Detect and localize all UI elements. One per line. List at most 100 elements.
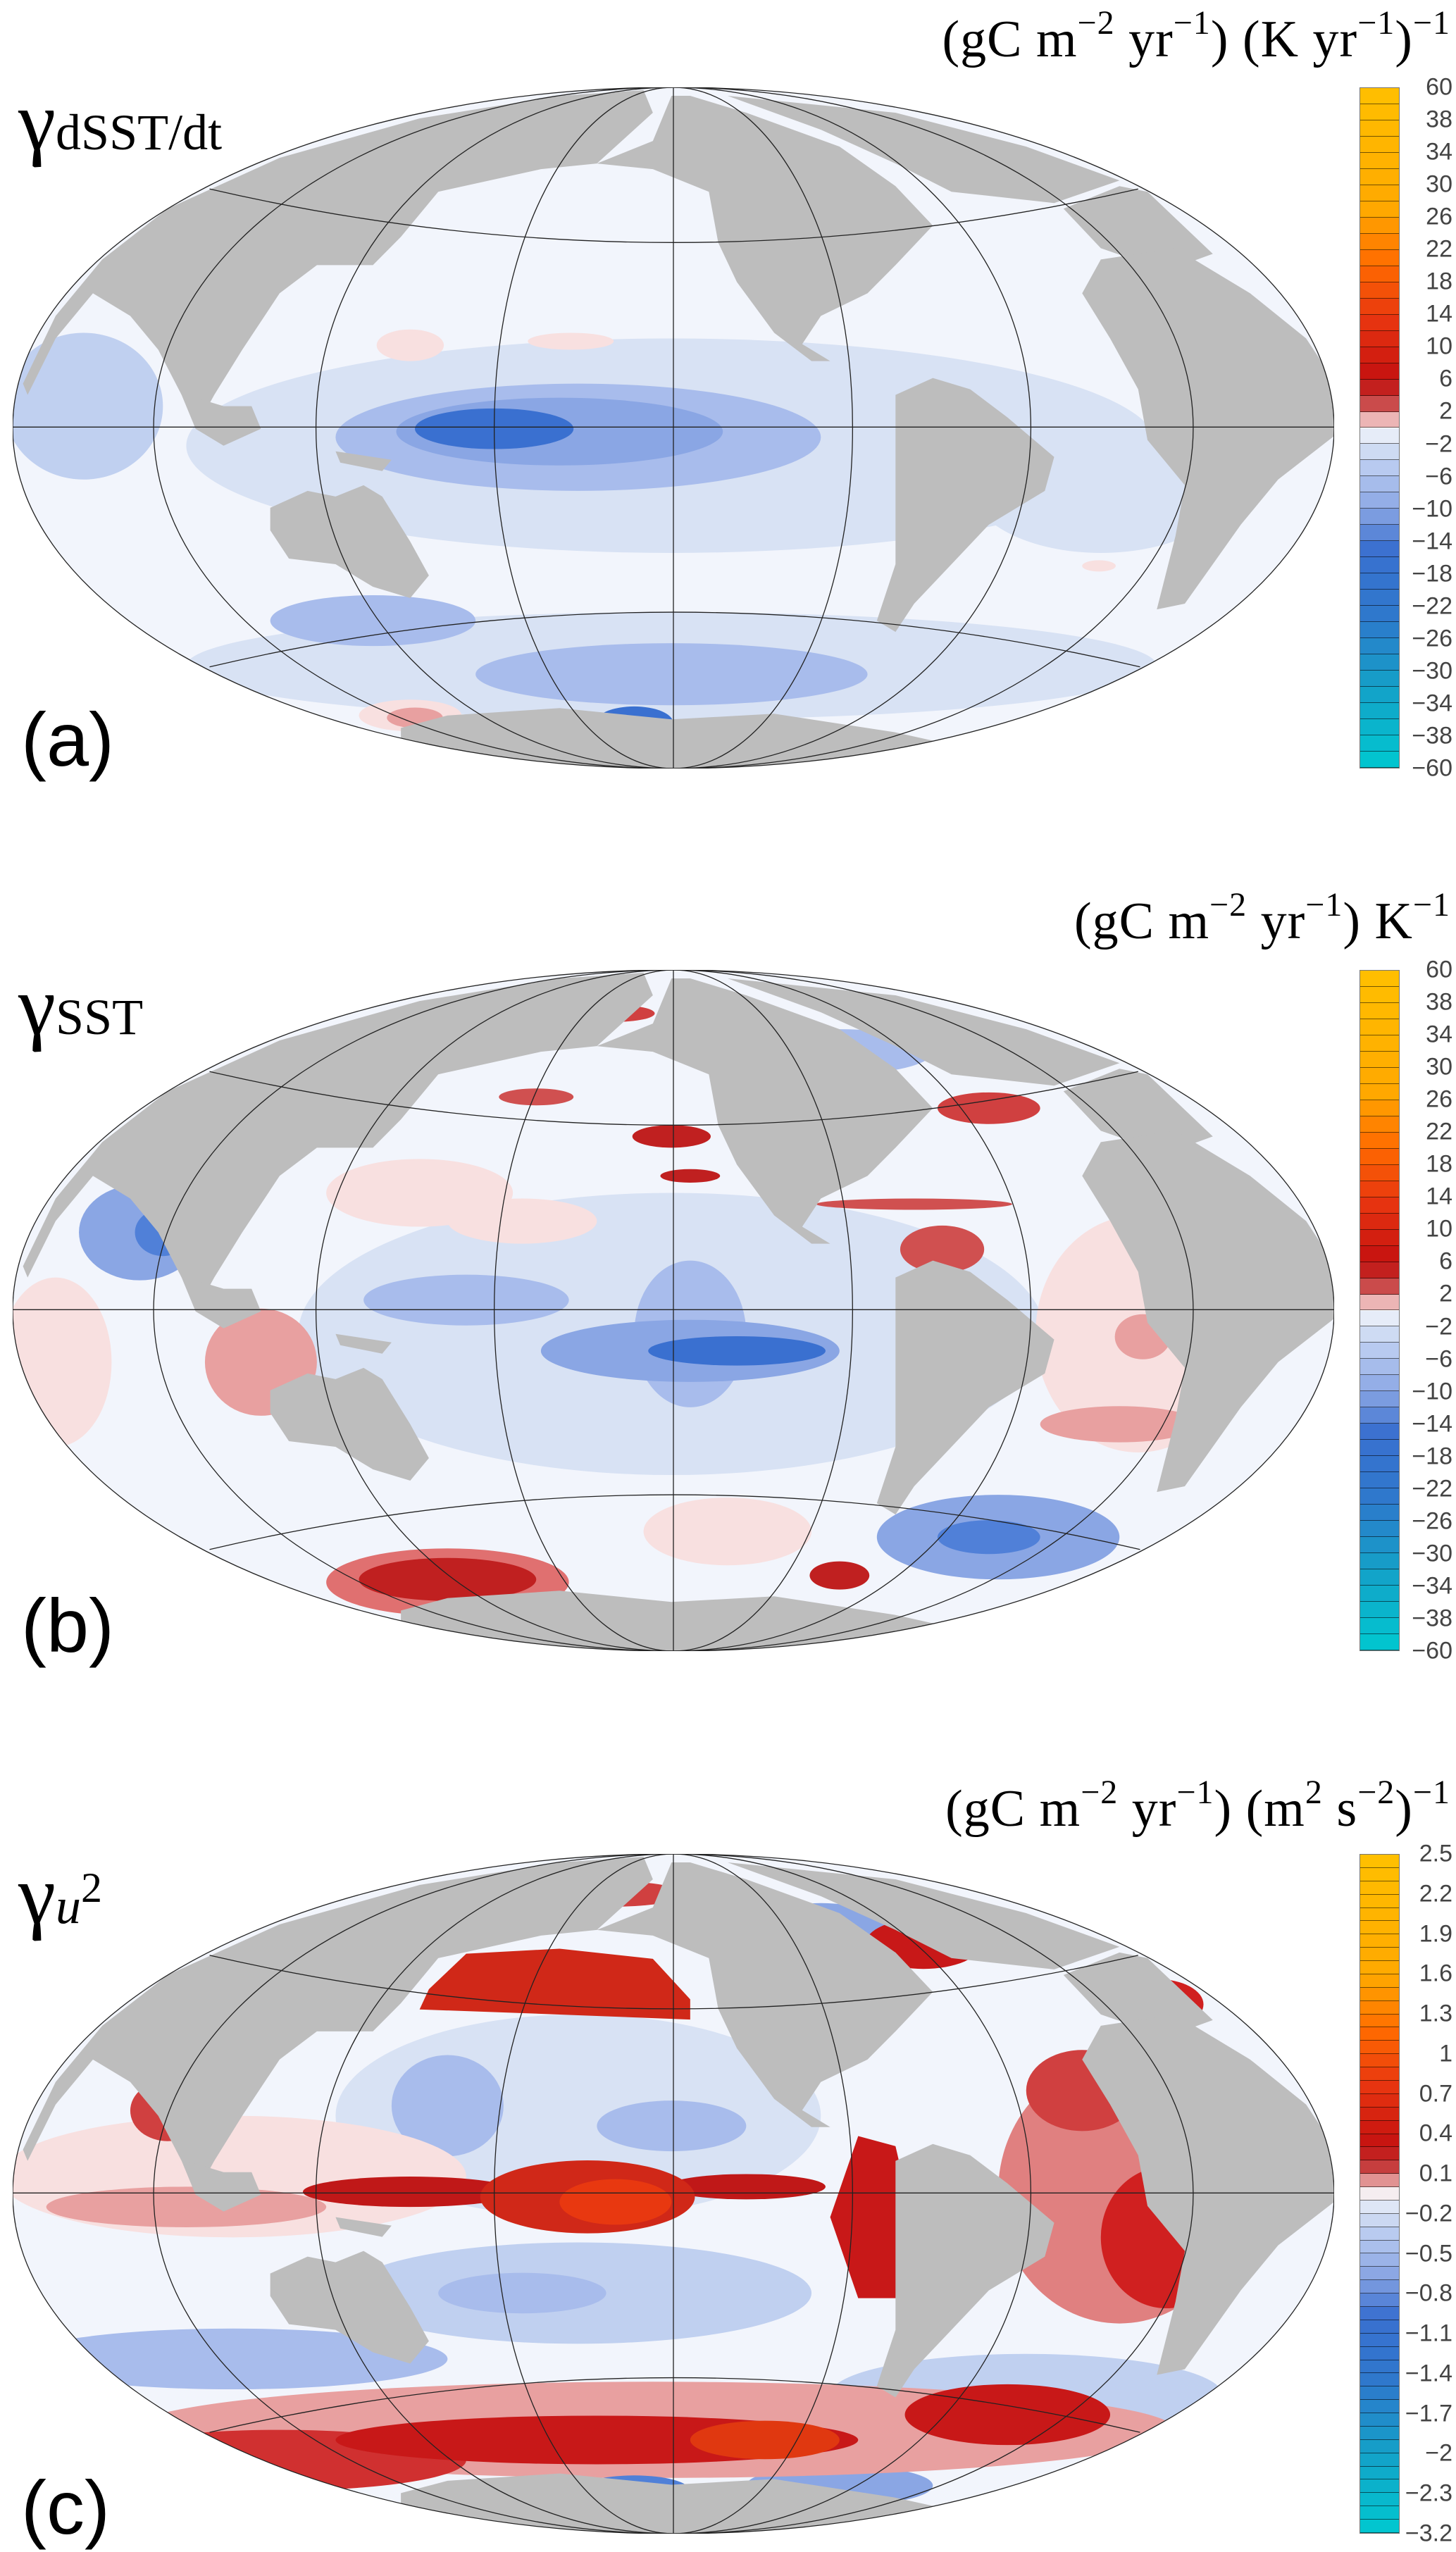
colorbar-tick-label: −10 xyxy=(1412,495,1452,523)
colorbar-band xyxy=(1360,330,1399,347)
colorbar-band xyxy=(1360,1894,1399,1908)
colorbar-band xyxy=(1360,1278,1399,1295)
colorbar-tick-label: −18 xyxy=(1412,1443,1452,1470)
colorbar-band xyxy=(1360,1181,1399,1197)
panel-b: (gC m−2 yr−1) K−1 γSST xyxy=(0,880,1456,1726)
colorbar-band xyxy=(1360,1294,1399,1311)
colorbar-band xyxy=(1360,622,1399,639)
colorbar-tick-label: −0.2 xyxy=(1405,2200,1452,2227)
colorbar-band xyxy=(1360,1310,1399,1327)
colorbar-tick-label: 0.7 xyxy=(1419,2080,1452,2108)
units-text: yr xyxy=(1247,892,1306,950)
panel-letter: (b) xyxy=(21,1583,114,1668)
colorbar-band xyxy=(1360,1100,1399,1116)
colorbar-tick-label: 1 xyxy=(1439,2040,1452,2067)
colorbar xyxy=(1359,1854,1400,2534)
colorbar-tick-label: 1.6 xyxy=(1419,1960,1452,1987)
hammer-map xyxy=(13,87,1334,768)
colorbar xyxy=(1359,970,1400,1651)
colorbar-tick-label: 22 xyxy=(1426,235,1452,263)
colorbar-band xyxy=(1360,120,1399,137)
colorbar-tick-label: −26 xyxy=(1412,625,1452,652)
colorbar-tick-label: −6 xyxy=(1425,1345,1452,1373)
colorbar-band xyxy=(1360,1019,1399,1035)
colorbar-tick-label: −34 xyxy=(1412,1572,1452,1600)
colorbar-band xyxy=(1360,1132,1399,1149)
colorbar-tick-label: −60 xyxy=(1412,754,1452,782)
colorbar-band xyxy=(1360,1067,1399,1084)
colorbar-band xyxy=(1360,2093,1399,2108)
units-exponent: −1 xyxy=(1305,886,1343,923)
colorbar-band xyxy=(1360,541,1399,558)
units-exponent: 2 xyxy=(1305,1774,1323,1811)
colorbar-band xyxy=(1360,2134,1399,2148)
colorbar-band xyxy=(1360,2067,1399,2081)
colorbar-band xyxy=(1360,249,1399,266)
units-text: ) xyxy=(1395,11,1413,68)
colorbar-tick-label: −14 xyxy=(1412,528,1452,555)
colorbar-ticks: 60 38 34 30 26 22 18 14 10 6 2 −2 −6 −10 −14 −18 −22 −26 −… xyxy=(1403,957,1454,1664)
panel-c: (gC m−2 yr−1) (m2 s−2)−1 γu2 xyxy=(0,1761,1456,2552)
colorbar-band xyxy=(1360,460,1399,477)
colorbar-tick-label: 0.4 xyxy=(1419,2120,1452,2147)
colorbar-tick-label: 26 xyxy=(1426,203,1452,230)
colorbar-tick-label: −22 xyxy=(1412,1475,1452,1502)
colorbar-band xyxy=(1360,395,1399,412)
units-text: (gC m xyxy=(1074,892,1210,950)
colorbar-band xyxy=(1360,1343,1399,1359)
colorbar-band xyxy=(1360,1867,1399,1881)
colorbar-band xyxy=(1360,201,1399,218)
colorbar-tick-label: 10 xyxy=(1426,332,1452,360)
colorbar-tick-label: 1.3 xyxy=(1419,2000,1452,2027)
colorbar-band xyxy=(1360,2520,1399,2533)
units-text: yr xyxy=(1114,11,1174,68)
colorbar-band xyxy=(1360,1229,1399,1246)
colorbar-tick-label: −1.7 xyxy=(1405,2400,1452,2427)
colorbar-band xyxy=(1360,1456,1399,1473)
colorbar-tick-label: −38 xyxy=(1412,1605,1452,1632)
colorbar-band xyxy=(1360,1921,1399,1935)
colorbar-tick-label: 60 xyxy=(1426,956,1452,983)
colorbar-band xyxy=(1360,2014,1399,2028)
units-exponent: −2 xyxy=(1209,886,1247,923)
gamma-symbol: γ xyxy=(18,959,56,1052)
colorbar-band xyxy=(1360,2227,1399,2241)
colorbar-band xyxy=(1360,1391,1399,1408)
colorbar-band xyxy=(1360,168,1399,185)
colorbar-ticks: 2.5 2.2 1.9 1.6 1.3 1 0.7 0.4 0.1 −0.2 −0.5 −0.8 −1.… xyxy=(1403,1841,1454,2547)
colorbar-band xyxy=(1360,1245,1399,1262)
colorbar-tick-label: −0.8 xyxy=(1405,2279,1452,2307)
colorbar-tick-label: −2.3 xyxy=(1405,2479,1452,2507)
colorbar-band xyxy=(1360,2080,1399,2094)
colorbar-band xyxy=(1360,1424,1399,1440)
colorbar-band xyxy=(1360,136,1399,153)
colorbar-band xyxy=(1360,1618,1399,1635)
colorbar-band xyxy=(1360,590,1399,606)
colorbar-band xyxy=(1360,735,1399,752)
colorbar-band xyxy=(1360,2293,1399,2307)
units-exponent: −1 xyxy=(1412,4,1450,42)
colorbar-tick-label: 2 xyxy=(1439,397,1452,425)
units-text: s xyxy=(1322,1780,1358,1838)
colorbar-band xyxy=(1360,1488,1399,1505)
panel-letter: (a) xyxy=(21,697,114,782)
colorbar-band xyxy=(1360,2174,1399,2188)
units-exponent: −2 xyxy=(1357,1774,1395,1811)
colorbar-tick-label: −30 xyxy=(1412,657,1452,685)
colorbar-band xyxy=(1360,2386,1399,2401)
colorbar-band xyxy=(1360,687,1399,704)
colorbar-band xyxy=(1360,671,1399,687)
variable-label: γSST xyxy=(18,964,143,1048)
colorbar-band xyxy=(1360,606,1399,623)
colorbar-band xyxy=(1360,2439,1399,2453)
colorbar-band xyxy=(1360,233,1399,250)
colorbar-tick-label: 38 xyxy=(1426,988,1452,1016)
colorbar-band xyxy=(1360,428,1399,444)
colorbar-band xyxy=(1360,1553,1399,1570)
units-label: (gC m−2 yr−1) (m2 s−2)−1 xyxy=(945,1776,1450,1839)
colorbar-band xyxy=(1360,2333,1399,2347)
colorbar-band xyxy=(1360,363,1399,380)
hammer-map xyxy=(13,1854,1334,2534)
colorbar-tick-label: 6 xyxy=(1439,365,1452,392)
colorbar-band xyxy=(1360,1934,1399,1948)
